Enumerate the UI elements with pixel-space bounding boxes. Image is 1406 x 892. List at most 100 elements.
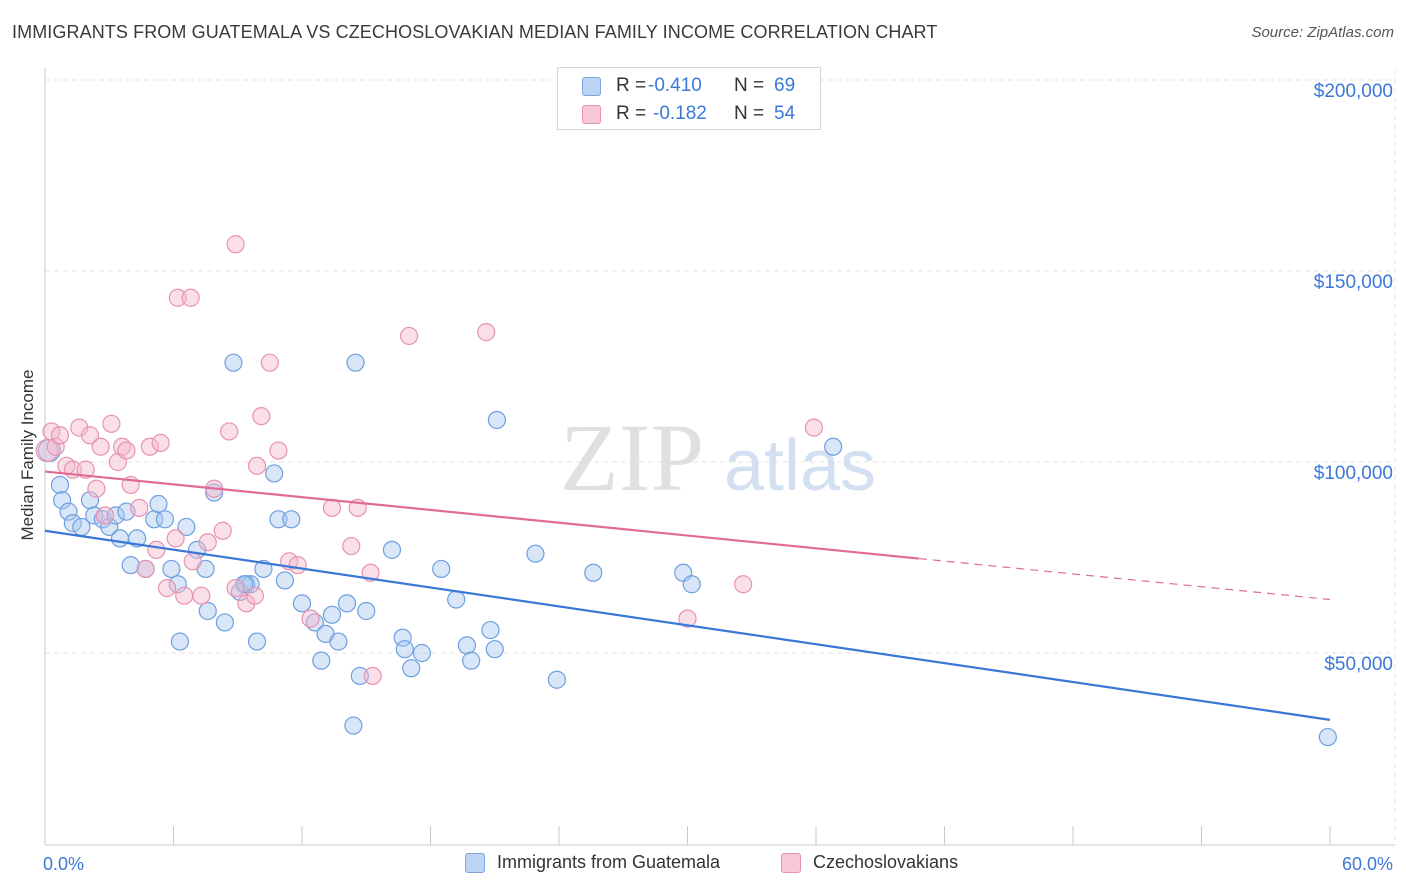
data-point-blue [155,510,175,529]
data-point-blue [168,575,187,594]
data-point-blue [682,575,701,594]
data-point-pink [192,586,211,605]
blue-swatch [465,852,485,873]
n-value: 69 [774,75,796,96]
data-point-blue [350,666,369,686]
trend-line-extrapolated-pink [918,557,1331,601]
x-tick-label: 0.0% [43,854,84,874]
tick-labels: $50,000 $100,000 $150,000 $200,000 0.0% 60.0% [43,81,1393,874]
trend-lines [44,470,1331,721]
data-points [35,235,1337,747]
data-point-blue [235,575,254,594]
n-label: N = [734,103,765,124]
data-point-pink [399,326,419,346]
source-label: Source: ZipAtlas.com [1251,24,1394,41]
data-point-pink [252,407,271,426]
pink-swatch [582,104,601,124]
trend-line-pink [44,470,919,560]
data-point-pink [46,437,65,456]
data-point-blue [63,514,82,533]
data-point-blue [275,571,294,590]
data-point-pink [168,288,187,307]
data-point-pink [181,288,200,307]
data-point-blue [447,590,466,609]
data-point-blue [59,502,78,521]
data-point-blue [50,475,70,495]
y-tick-label: $150,000 [1314,272,1393,293]
data-point-blue [149,494,168,514]
data-point-blue [121,556,140,575]
data-point-blue [547,670,566,689]
data-point-pink [269,441,288,460]
r-value: -0.182 [653,103,707,124]
data-point-pink [136,559,155,579]
data-point-blue [584,563,603,582]
data-point-blue [322,605,342,624]
data-point-pink [213,521,232,540]
data-point-blue [824,437,843,456]
data-point-pink [140,437,160,456]
legend-item-guatemala[interactable]: Immigrants from Guatemala [465,852,720,873]
data-point-pink [198,533,217,552]
data-point-blue [329,632,348,651]
data-point-pink [95,506,115,525]
stats-legend: R = -0.410 N = 69 R = -0.182 N = 54 [557,67,821,130]
data-point-blue [224,353,243,372]
data-point-blue [393,628,412,647]
data-point-pink [166,529,185,548]
n-value: 54 [774,103,796,124]
data-point-pink [247,456,267,475]
n-label: N = [734,75,765,96]
data-point-pink [80,426,100,445]
data-point-pink [35,438,59,463]
data-point-blue [462,651,481,670]
data-point-blue [170,632,190,651]
legend-label: Czechoslovakians [813,852,959,872]
data-point-pink [151,433,170,452]
data-point-blue [457,636,477,655]
data-point-blue [481,620,500,640]
data-point-pink [245,586,264,605]
r-label: R = [616,75,647,96]
data-point-pink [363,666,382,686]
data-point-pink [91,437,110,456]
legend-item-czechoslovakians[interactable]: Czechoslovakians [781,852,958,873]
data-point-blue [100,517,119,537]
y-tick-label: $200,000 [1314,81,1393,102]
axes [44,68,1395,846]
data-point-pink [50,426,70,445]
data-point-blue [198,601,217,621]
data-point-blue [485,640,504,659]
trend-line-blue [44,529,1331,721]
data-point-blue [402,659,421,678]
data-point-pink [288,556,307,575]
data-point-pink [226,235,245,254]
data-point-blue [85,506,104,525]
data-point-pink [76,460,95,479]
r-value: -0.410 [648,75,702,96]
data-point-blue [412,643,432,663]
data-point-blue [162,559,181,579]
data-point-pink [117,441,136,460]
data-point-blue [110,529,130,548]
blue-swatch [582,76,601,96]
data-point-blue [432,559,451,579]
chart-title: IMMIGRANTS FROM GUATEMALA VS CZECHOSLOVA… [12,22,938,42]
data-point-blue [282,510,301,529]
data-point-pink [220,422,239,441]
data-point-blue [215,613,234,632]
r-label: R = [616,103,647,124]
data-point-pink [226,578,245,598]
data-point-pink [147,540,166,559]
x-tick-label: 60.0% [1342,854,1393,874]
data-point-blue [346,353,365,372]
data-point-blue [344,716,363,735]
data-point-pink [734,575,753,594]
data-point-blue [526,544,545,563]
data-point-pink [678,609,697,628]
data-point-blue [357,601,376,621]
data-point-blue [247,632,267,651]
data-point-pink [322,498,342,517]
data-point-pink [183,552,202,571]
data-point-pink [87,479,106,498]
